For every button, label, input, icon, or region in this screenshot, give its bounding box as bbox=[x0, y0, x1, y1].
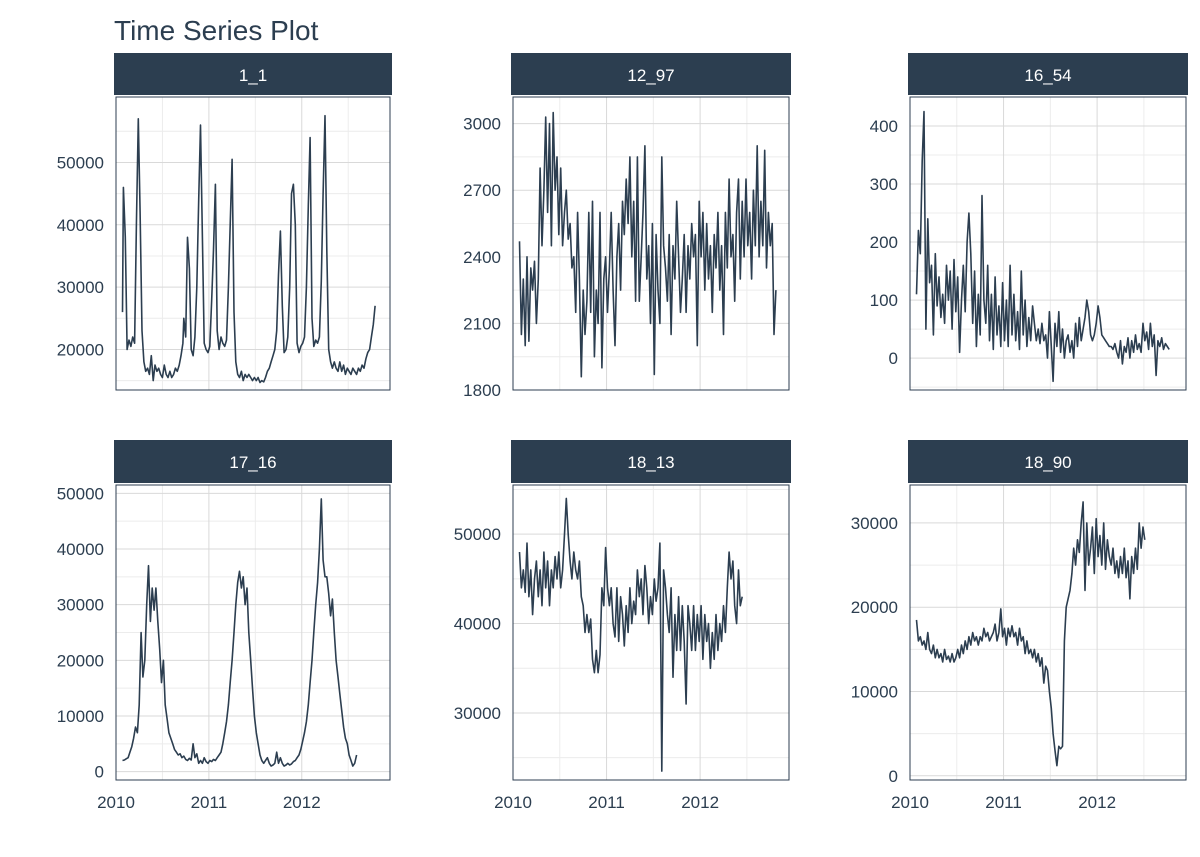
facet-strip bbox=[908, 53, 1188, 95]
y-tick-label: 20000 bbox=[851, 598, 898, 617]
panel-border bbox=[115, 96, 391, 391]
chart-title: Time Series Plot bbox=[114, 15, 319, 46]
y-tick-label: 10000 bbox=[57, 707, 104, 726]
series-line bbox=[915, 110, 1170, 383]
panel-border bbox=[512, 484, 790, 781]
x-tick-label: 2010 bbox=[494, 793, 532, 812]
y-tick-label: 50000 bbox=[57, 484, 104, 503]
y-tick-label: 30000 bbox=[57, 596, 104, 615]
y-tick-label: 50000 bbox=[57, 153, 104, 172]
y-tick-label: 100 bbox=[870, 291, 898, 310]
facet-panel-18-13: 18_13 30000 40000 50000 2010 2011 2012 bbox=[454, 440, 791, 812]
facet-panels: 1_12000030000400005000012_97180021002400… bbox=[57, 53, 1188, 812]
x-tick-label: 2011 bbox=[588, 793, 625, 812]
facet-strip bbox=[114, 440, 392, 483]
facet-strip bbox=[511, 53, 791, 95]
y-tick-label: 10000 bbox=[851, 683, 898, 702]
facet-strip bbox=[908, 440, 1188, 483]
facet-strip-label: 18_90 bbox=[1024, 453, 1071, 472]
series-line bbox=[915, 501, 1146, 767]
y-tick-label: 3000 bbox=[463, 115, 501, 134]
x-tick-label: 2012 bbox=[1078, 793, 1116, 812]
y-tick-label: 0 bbox=[95, 763, 104, 782]
y-tick-label: 20000 bbox=[57, 651, 104, 670]
y-tick-label: 40000 bbox=[57, 540, 104, 559]
y-tick-label: 300 bbox=[870, 175, 898, 194]
y-tick-label: 30000 bbox=[851, 514, 898, 533]
panel-border bbox=[115, 484, 391, 781]
y-tick-label: 2700 bbox=[463, 181, 501, 200]
y-tick-label: 0 bbox=[889, 767, 898, 786]
facet-strip-label: 1_1 bbox=[239, 66, 267, 85]
y-tick-label: 40000 bbox=[454, 615, 501, 634]
series-line bbox=[518, 111, 777, 378]
x-tick-label: 2011 bbox=[191, 793, 228, 812]
y-tick-label: 50000 bbox=[454, 525, 501, 544]
x-tick-label: 2010 bbox=[891, 793, 929, 812]
facet-panel-12-97: 12_97 1800 2100 2400 2700 3000 bbox=[463, 53, 791, 400]
y-tick-label: 0 bbox=[889, 349, 898, 368]
x-tick-label: 2011 bbox=[985, 793, 1022, 812]
facet-strip bbox=[511, 440, 791, 483]
y-tick-label: 20000 bbox=[57, 340, 104, 359]
x-tick-label: 2012 bbox=[681, 793, 719, 812]
series-line bbox=[518, 497, 743, 772]
y-tick-label: 30000 bbox=[57, 278, 104, 297]
y-tick-label: 30000 bbox=[454, 704, 501, 723]
facet-panel-16-54: 16_54 0 100 200 300 400 bbox=[870, 53, 1188, 391]
facet-strip-label: 16_54 bbox=[1024, 66, 1071, 85]
y-tick-label: 200 bbox=[870, 233, 898, 252]
y-tick-label: 40000 bbox=[57, 216, 104, 235]
facet-strip-label: 12_97 bbox=[627, 66, 674, 85]
x-tick-label: 2010 bbox=[97, 793, 135, 812]
y-tick-label: 400 bbox=[870, 117, 898, 136]
facet-panel-1-1: 1_1 20000 30000 40000 50000 bbox=[57, 53, 392, 391]
x-tick-label: 2012 bbox=[283, 793, 321, 812]
facet-strip-label: 18_13 bbox=[627, 453, 674, 472]
panel-border bbox=[909, 484, 1187, 781]
y-tick-label: 1800 bbox=[463, 381, 501, 400]
facet-strip bbox=[114, 53, 392, 95]
facet-panel-18-90: 18_90 0 10000 20000 30000 2010 2011 2012 bbox=[851, 440, 1188, 812]
panel-border bbox=[909, 96, 1187, 391]
panel-border bbox=[512, 96, 790, 391]
y-tick-label: 2400 bbox=[463, 248, 501, 267]
facet-panel-17-16: 17_16 0 10000 20000 30000 40000 50000 2010 2011 2… bbox=[57, 440, 392, 812]
facet-strip-label: 17_16 bbox=[229, 453, 276, 472]
y-tick-label: 2100 bbox=[463, 314, 501, 333]
series-line bbox=[121, 114, 376, 384]
series-line bbox=[122, 498, 358, 767]
